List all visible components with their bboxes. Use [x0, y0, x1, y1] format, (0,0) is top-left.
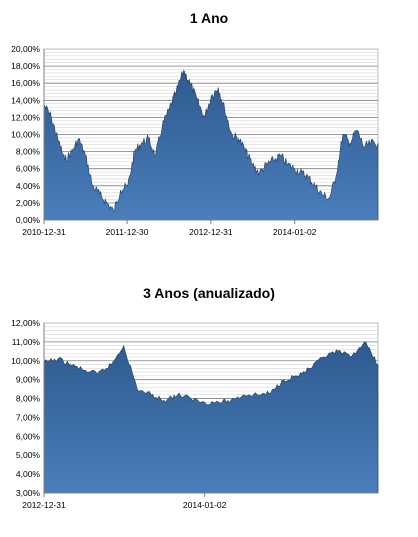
area-series: [43, 341, 379, 494]
y-tick-label: 12,00%: [11, 318, 40, 328]
y-tick-label: 10,00%: [11, 356, 40, 366]
y-tick-label: 8,00%: [16, 394, 41, 404]
chart-title-1-ano: 1 Ano: [189, 10, 229, 26]
y-tick-label: 14,00%: [11, 95, 40, 105]
y-tick-label: 9,00%: [16, 375, 41, 385]
y-tick-label: 20,00%: [11, 44, 40, 54]
y-tick-label: 11,00%: [12, 337, 41, 347]
x-tick-label: 2010-12-31: [22, 227, 66, 237]
y-tick-label: 18,00%: [11, 61, 40, 71]
y-tick-label: 8,00%: [16, 147, 41, 157]
y-tick-label: 0,00%: [16, 215, 41, 225]
x-tick-label: 2012-12-31: [22, 500, 66, 510]
x-tick-label: 2012-12-31: [189, 227, 233, 237]
chart-3-anos: 3,00% 4,00% 5,00% 6,00% 7,00% 8,00% 9,00% 10,00…: [11, 318, 379, 510]
x-tick-label: 2014-01-02: [183, 500, 227, 510]
x-tick-label: 2014-01-02: [273, 227, 317, 237]
y-tick-label: 6,00%: [16, 431, 41, 441]
y-tick-label: 4,00%: [16, 181, 41, 191]
y-tick-label: 6,00%: [16, 164, 41, 174]
chart-title-3-anos: 3 Anos (anualizado): [143, 285, 275, 301]
area-series: [43, 69, 379, 221]
y-tick-label: 10,00%: [11, 130, 40, 140]
y-tick-label: 12,00%: [11, 112, 40, 122]
y-tick-label: 3,00%: [16, 488, 41, 498]
chart-1-ano: 0,00% 2,00% 4,00% 6,00% 8,00% 10,00% 12,00% 14,…: [11, 44, 379, 237]
y-tick-label: 4,00%: [16, 469, 41, 479]
y-tick-label: 16,00%: [11, 78, 40, 88]
y-tick-label: 2,00%: [16, 198, 41, 208]
x-tick-label: 2011-12-30: [106, 227, 149, 237]
y-tick-label: 5,00%: [16, 450, 41, 460]
y-tick-label: 7,00%: [16, 412, 41, 422]
